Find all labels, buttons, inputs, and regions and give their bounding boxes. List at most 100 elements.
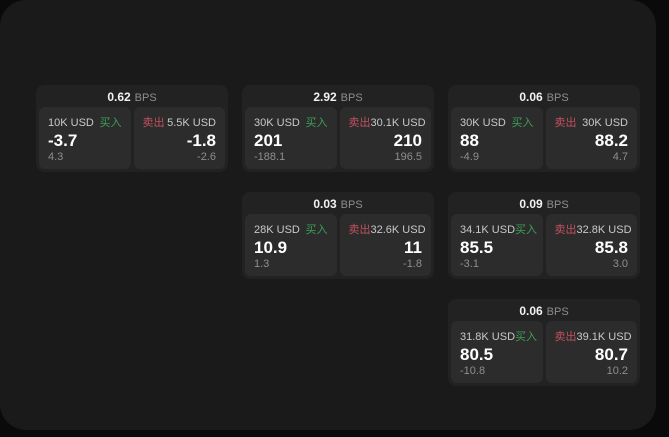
sell-panel[interactable]: 卖出 39.1K USD 80.7 10.2 <box>545 321 637 383</box>
sell-amount: 30K USD <box>582 117 628 129</box>
sell-panel-header: 卖出 32.8K USD <box>554 221 632 237</box>
app-panel: 0.62 BPS 10K USD 买入 -3.7 4.3 卖出 5.5K USD … <box>0 0 656 430</box>
sell-label: 卖出 <box>554 224 577 236</box>
buy-panel-header: 34.1K USD 买入 <box>460 221 538 237</box>
sell-sub-value: -2.6 <box>197 151 216 163</box>
sell-label: 卖出 <box>348 224 371 236</box>
buy-sub-value: -4.9 <box>460 151 479 163</box>
sell-panel-header: 卖出 5.5K USD <box>143 114 217 130</box>
buy-price: 10.9 <box>254 238 288 257</box>
buy-sub-value: -188.1 <box>254 151 286 163</box>
quote-card[interactable]: 2.92 BPS 30K USD 买入 201 -188.1 卖出 30.1K U… <box>242 85 434 172</box>
buy-sub-value: 4.3 <box>48 151 64 163</box>
sell-panel-header: 卖出 32.6K USD <box>348 221 426 237</box>
sell-price: -1.8 <box>186 131 216 150</box>
buy-price: 88 <box>460 131 479 150</box>
sell-panel-header: 卖出 39.1K USD <box>554 328 632 344</box>
buy-panel-header: 30K USD 买入 <box>254 114 328 130</box>
card-header: 0.06 BPS <box>451 85 637 107</box>
buy-panel[interactable]: 30K USD 买入 88 -4.9 <box>451 107 543 169</box>
card-header: 0.03 BPS <box>245 192 431 214</box>
spread-value: 2.92 <box>313 90 337 104</box>
buy-panel[interactable]: 34.1K USD 买入 85.5 -3.1 <box>451 214 543 276</box>
spread-unit: BPS <box>546 199 569 211</box>
sell-price: 11 <box>404 238 422 257</box>
buy-price: -3.7 <box>48 131 78 150</box>
sell-amount: 30.1K USD <box>370 117 426 129</box>
sell-price: 210 <box>393 131 422 150</box>
buy-label: 买入 <box>305 117 328 129</box>
sell-price: 80.7 <box>594 345 628 364</box>
sell-sub-value: 3.0 <box>612 258 628 270</box>
sell-amount: 32.8K USD <box>576 224 632 236</box>
buy-amount: 31.8K USD <box>460 331 516 343</box>
card-header: 2.92 BPS <box>245 85 431 107</box>
buy-price: 80.5 <box>460 345 494 364</box>
sell-panel[interactable]: 卖出 30.1K USD 210 196.5 <box>339 107 431 169</box>
spread-unit: BPS <box>134 92 157 104</box>
buy-amount: 30K USD <box>254 117 300 129</box>
sell-panel-header: 卖出 30K USD <box>555 114 629 130</box>
quote-card[interactable]: 0.62 BPS 10K USD 买入 -3.7 4.3 卖出 5.5K USD … <box>36 85 228 172</box>
buy-amount: 30K USD <box>460 117 506 129</box>
buy-panel[interactable]: 31.8K USD 买入 80.5 -10.8 <box>451 321 543 383</box>
spread-value: 0.06 <box>519 304 543 318</box>
sell-label: 卖出 <box>554 331 577 343</box>
card-header: 0.06 BPS <box>451 299 637 321</box>
sell-panel[interactable]: 卖出 30K USD 88.2 4.7 <box>545 107 637 169</box>
sell-amount: 5.5K USD <box>167 117 216 129</box>
spread-value: 0.06 <box>519 90 543 104</box>
spread-unit: BPS <box>340 92 363 104</box>
card-body: 34.1K USD 买入 85.5 -3.1 卖出 32.8K USD 85.8… <box>451 214 637 276</box>
spread-value: 0.03 <box>313 197 337 211</box>
card-body: 10K USD 买入 -3.7 4.3 卖出 5.5K USD -1.8 -2.… <box>39 107 225 169</box>
quote-card[interactable]: 0.03 BPS 28K USD 买入 10.9 1.3 卖出 32.6K USD… <box>242 192 434 279</box>
buy-sub-value: -10.8 <box>460 365 486 377</box>
sell-price: 88.2 <box>594 131 628 150</box>
card-header: 0.09 BPS <box>451 192 637 214</box>
sell-sub-value: 10.2 <box>606 365 628 377</box>
buy-label: 买入 <box>99 117 122 129</box>
sell-label: 卖出 <box>348 117 371 129</box>
spread-value: 0.62 <box>107 90 131 104</box>
quote-card[interactable]: 0.06 BPS 30K USD 买入 88 -4.9 卖出 30K USD 88… <box>448 85 640 172</box>
buy-panel-header: 31.8K USD 买入 <box>460 328 538 344</box>
sell-amount: 39.1K USD <box>576 331 632 343</box>
sell-price: 85.8 <box>594 238 628 257</box>
quote-card[interactable]: 0.09 BPS 34.1K USD 买入 85.5 -3.1 卖出 32.8K … <box>448 192 640 279</box>
spread-unit: BPS <box>340 199 363 211</box>
card-body: 30K USD 买入 201 -188.1 卖出 30.1K USD 210 1… <box>245 107 431 169</box>
buy-sub-value: 1.3 <box>254 258 270 270</box>
buy-amount: 10K USD <box>48 117 94 129</box>
sell-sub-value: 4.7 <box>612 151 628 163</box>
sell-panel[interactable]: 卖出 5.5K USD -1.8 -2.6 <box>133 107 225 169</box>
sell-sub-value: 196.5 <box>394 151 422 163</box>
buy-amount: 28K USD <box>254 224 300 236</box>
buy-sub-value: -3.1 <box>460 258 479 270</box>
spread-unit: BPS <box>546 306 569 318</box>
buy-label: 买入 <box>515 224 538 236</box>
quote-cards-grid: 0.62 BPS 10K USD 买入 -3.7 4.3 卖出 5.5K USD … <box>36 85 640 386</box>
buy-label: 买入 <box>515 331 538 343</box>
card-body: 28K USD 买入 10.9 1.3 卖出 32.6K USD 11 -1.8 <box>245 214 431 276</box>
sell-label: 卖出 <box>554 117 577 129</box>
buy-price: 201 <box>254 131 283 150</box>
sell-panel[interactable]: 卖出 32.8K USD 85.8 3.0 <box>545 214 637 276</box>
spread-value: 0.09 <box>519 197 543 211</box>
quote-card[interactable]: 0.06 BPS 31.8K USD 买入 80.5 -10.8 卖出 39.1K… <box>448 299 640 386</box>
sell-sub-value: -1.8 <box>403 258 422 270</box>
card-body: 30K USD 买入 88 -4.9 卖出 30K USD 88.2 4.7 <box>451 107 637 169</box>
buy-amount: 34.1K USD <box>460 224 516 236</box>
spread-unit: BPS <box>546 92 569 104</box>
buy-panel[interactable]: 10K USD 买入 -3.7 4.3 <box>39 107 131 169</box>
card-body: 31.8K USD 买入 80.5 -10.8 卖出 39.1K USD 80.… <box>451 321 637 383</box>
buy-panel-header: 30K USD 买入 <box>460 114 534 130</box>
buy-panel[interactable]: 28K USD 买入 10.9 1.3 <box>245 214 337 276</box>
card-header: 0.62 BPS <box>39 85 225 107</box>
buy-label: 买入 <box>305 224 328 236</box>
sell-label: 卖出 <box>142 117 165 129</box>
sell-panel[interactable]: 卖出 32.6K USD 11 -1.8 <box>339 214 431 276</box>
buy-panel[interactable]: 30K USD 买入 201 -188.1 <box>245 107 337 169</box>
buy-label: 买入 <box>511 117 534 129</box>
buy-panel-header: 10K USD 买入 <box>48 114 122 130</box>
